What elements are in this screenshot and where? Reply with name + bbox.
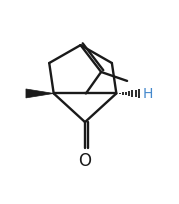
Text: H: H xyxy=(142,86,153,100)
Polygon shape xyxy=(26,90,54,99)
Text: O: O xyxy=(79,151,91,169)
